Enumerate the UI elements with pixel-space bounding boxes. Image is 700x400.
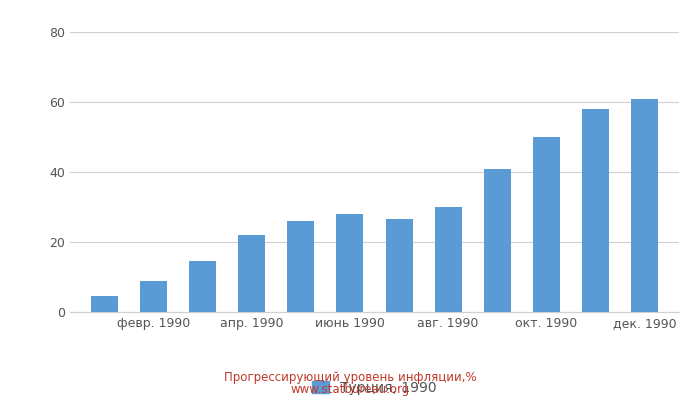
Text: Прогрессирующий уровень инфляции,%: Прогрессирующий уровень инфляции,% (224, 372, 476, 384)
Bar (582, 109, 609, 312)
Bar (91, 296, 118, 312)
Bar (484, 168, 511, 312)
Legend: Турция, 1990: Турция, 1990 (312, 380, 437, 394)
Bar (337, 214, 363, 312)
Text: www.statbureau.org: www.statbureau.org (290, 384, 410, 396)
Bar (238, 235, 265, 312)
Bar (140, 280, 167, 312)
Bar (435, 207, 462, 312)
Bar (631, 98, 658, 312)
Bar (386, 219, 412, 312)
Bar (287, 221, 314, 312)
Bar (189, 261, 216, 312)
Bar (533, 137, 560, 312)
